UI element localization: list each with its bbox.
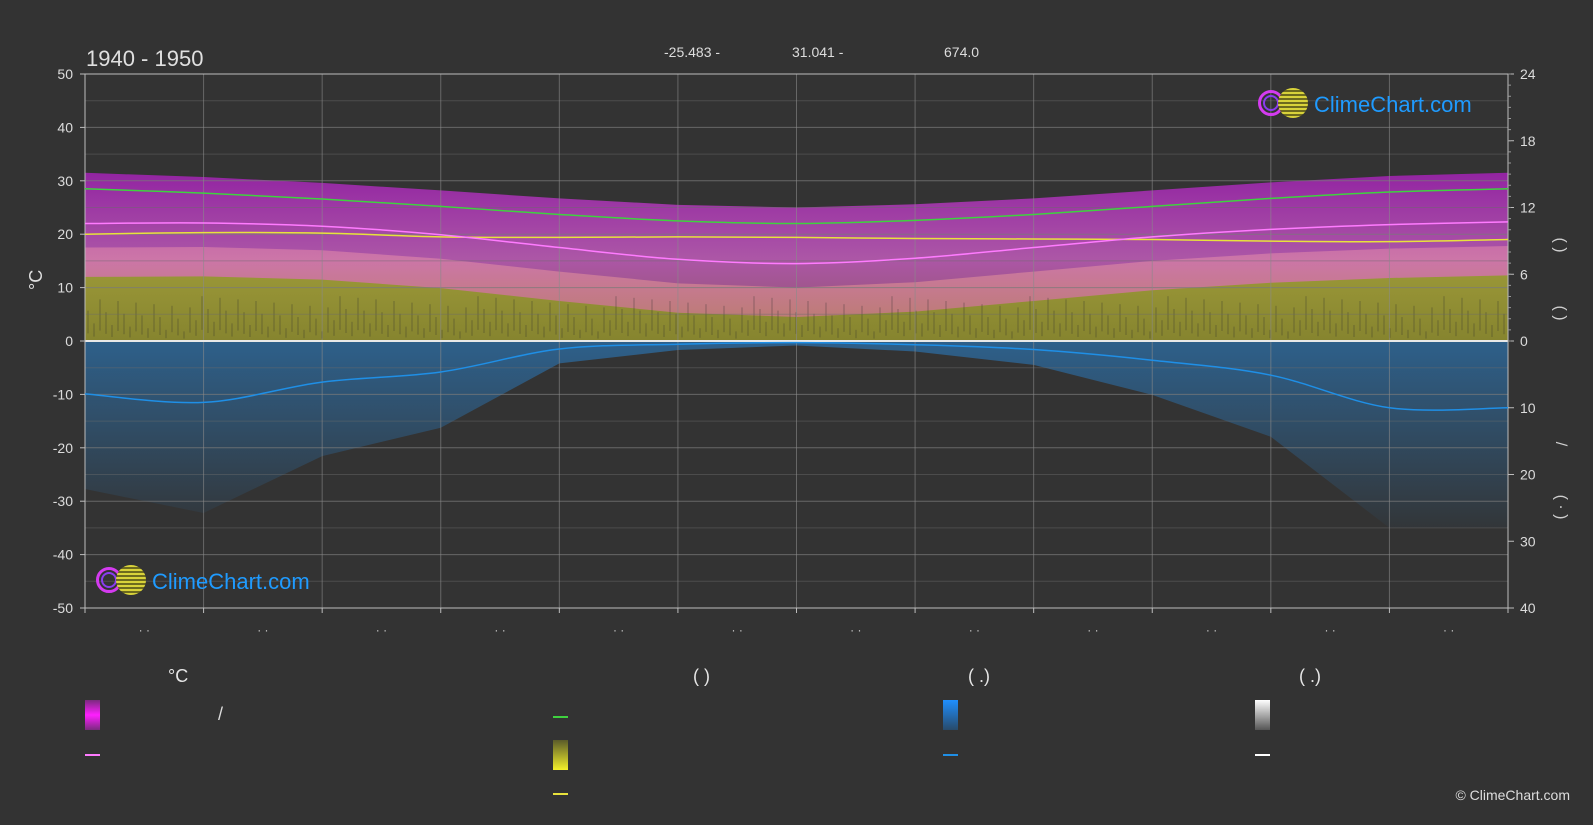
left-tick-label: 10 [57, 280, 73, 296]
legend-temp-range-swatch [85, 700, 100, 730]
right-axis-paren-2: ( ) [1551, 305, 1569, 321]
elevation-label: 674.0 [944, 44, 980, 60]
legend-snow-line [1255, 754, 1270, 756]
month-label: · · [139, 623, 150, 637]
month-label: · · [376, 623, 387, 637]
legend-sunshine-swatch [553, 740, 568, 770]
left-axis-unit: °C [26, 269, 46, 290]
month-label: · · [613, 623, 624, 637]
climechart-logo-icon [96, 565, 148, 599]
left-tick-label: 0 [65, 333, 73, 349]
month-label: · · [257, 623, 268, 637]
legend-daylight-line [553, 716, 568, 718]
month-label: · · [1206, 623, 1217, 637]
month-label: · · [969, 623, 980, 637]
left-tick-label: -40 [53, 547, 73, 563]
right-tick-label: 20 [1520, 467, 1536, 483]
right-tick-label: 30 [1520, 533, 1536, 549]
right-tick-label: 6 [1520, 266, 1528, 282]
right-axis-slash: / [1552, 441, 1570, 447]
legend-col1-heading: °C [168, 666, 189, 686]
right-tick-label: 0 [1520, 333, 1528, 349]
legend-sunshine-line [553, 793, 568, 795]
brand-name: ClimeChart.com [152, 569, 310, 594]
month-label: · · [850, 623, 861, 637]
left-tick-label: 50 [57, 66, 73, 82]
month-label: · · [494, 623, 505, 637]
copyright: © ClimeChart.com [1455, 787, 1570, 803]
legend-max-temp-line [85, 754, 100, 756]
legend-col4-heading: ( .) [1299, 666, 1321, 686]
longitude-label: 31.041 - [792, 44, 844, 60]
right-tick-label: 12 [1520, 200, 1536, 216]
left-tick-label: 30 [57, 173, 73, 189]
left-tick-label: -30 [53, 493, 73, 509]
left-tick-label: -20 [53, 440, 73, 456]
right-tick-label: 18 [1520, 133, 1536, 149]
brand-name: ClimeChart.com [1314, 92, 1472, 117]
legend-precip-line [943, 754, 958, 756]
legend-col2-heading: ( ) [693, 666, 710, 686]
legend-col3-heading: ( .) [968, 666, 990, 686]
right-axis-paren-1: ( ) [1551, 237, 1569, 253]
left-tick-label: 40 [57, 119, 73, 135]
left-tick-label: -50 [53, 600, 73, 616]
month-label: · · [1443, 623, 1454, 637]
month-label: · · [732, 623, 743, 637]
brand-logo-top[interactable]: ClimeChart.com [1258, 88, 1472, 122]
left-tick-label: -10 [53, 386, 73, 402]
latitude-label: -25.483 - [664, 44, 721, 60]
period-title: 1940 - 1950 [86, 46, 204, 71]
right-tick-label: 40 [1520, 600, 1536, 616]
legend-temp-slash: / [218, 704, 224, 724]
climechart-logo-icon [1258, 88, 1310, 122]
right-tick-label: 10 [1520, 400, 1536, 416]
legend-snow-swatch [1255, 700, 1270, 730]
right-tick-label: 24 [1520, 66, 1536, 82]
month-label: · · [1324, 623, 1335, 637]
right-axis-paren-3: ( · ) [1552, 494, 1570, 520]
month-label: · · [1087, 623, 1098, 637]
brand-logo-bottom[interactable]: ClimeChart.com [96, 565, 310, 599]
legend-precip-swatch [943, 700, 958, 730]
left-tick-label: 20 [57, 226, 73, 242]
